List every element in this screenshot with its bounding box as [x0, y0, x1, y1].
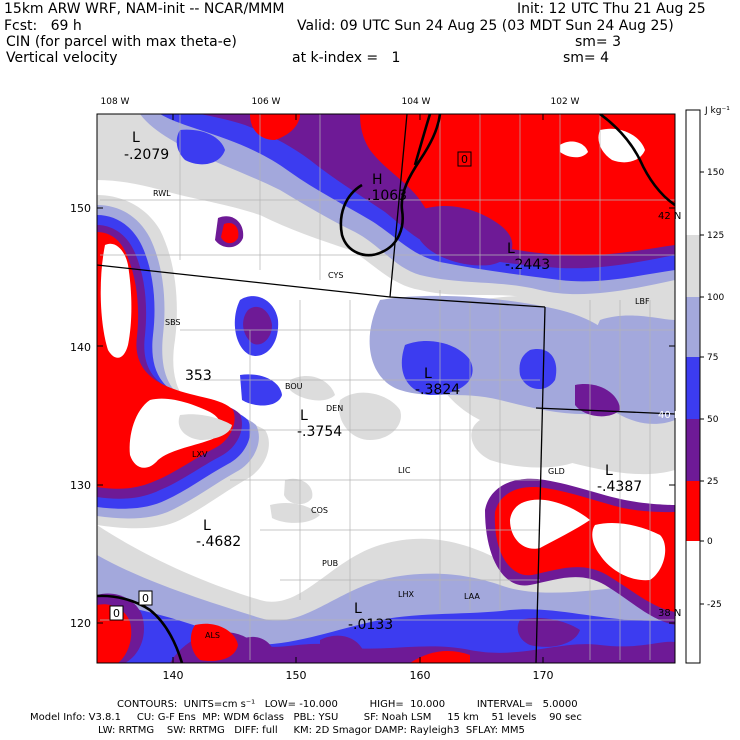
- low-value: -.4387: [597, 479, 642, 495]
- cin-shaded-field: [97, 114, 675, 663]
- y-ticks: [97, 114, 675, 663]
- station-label: DEN: [326, 404, 343, 413]
- low-marker: L: [354, 601, 362, 617]
- county-boundaries: [100, 114, 675, 660]
- contour-box-label: 0: [142, 592, 149, 605]
- lon-label: 102 W: [551, 97, 580, 107]
- station-label: RWL: [153, 189, 171, 198]
- state-boundaries: [97, 114, 675, 663]
- contour-box-label: 0: [113, 607, 120, 620]
- contour-info: CONTOURS: UNITS=cm s⁻¹ LOW= -10.000 HIGH…: [117, 699, 578, 710]
- colorbar-segment: [686, 235, 700, 297]
- colorbar-tick: 25: [707, 477, 718, 487]
- longitude-labels: 108 W 106 W 104 W 102 W: [101, 97, 580, 107]
- low-value: -.0133: [348, 617, 393, 633]
- lat-label: 42 N: [658, 211, 681, 222]
- colorbar-tick: 150: [707, 168, 724, 178]
- lat-label: 40 N: [658, 410, 681, 421]
- colorbar-tick: 100: [707, 293, 724, 303]
- station-label: COS: [311, 506, 328, 515]
- model-info: Model Info: V3.8.1 CU: G-F Ens MP: WDM 6…: [30, 712, 582, 723]
- low-value: -.3754: [297, 424, 342, 440]
- colorbar-tick: -25: [707, 600, 722, 610]
- x-tick-label: 150: [286, 669, 307, 682]
- colorbar-unit: J kg⁻¹: [704, 106, 730, 116]
- low-marker: L: [203, 518, 211, 534]
- colorbar-tick: 0: [707, 537, 713, 547]
- pressure-centers: L -.2079 H .1063 L -.2443 L -.3824 L -.3…: [124, 130, 642, 633]
- station-label: PUB: [322, 559, 338, 568]
- vertical-velocity-contours: [97, 114, 675, 663]
- station-label: LAA: [464, 592, 480, 601]
- low-marker: L: [507, 241, 515, 257]
- low-value: -.2443: [505, 257, 550, 273]
- high-marker: H: [372, 172, 383, 188]
- contour-labels: 0 0 0: [109, 151, 472, 621]
- x-tick-label: 170: [533, 669, 554, 682]
- station-label: LXV: [192, 450, 208, 459]
- low-value: -.2079: [124, 147, 169, 163]
- low-marker: L: [605, 463, 613, 479]
- colorbar-segment: [686, 481, 700, 541]
- y-tick-label: 150: [70, 202, 91, 215]
- smoothing-vvel: sm= 4: [563, 50, 610, 66]
- field-title-vvel: Vertical velocity: [6, 50, 118, 66]
- station-labels: RWL CYS SBS BOU DEN LXV LIC COS PUB LHX …: [153, 189, 650, 640]
- y-tick-label: 120: [70, 617, 91, 630]
- field-title-cin: CIN (for parcel with max theta-e): [6, 34, 237, 50]
- colorbar: J kg⁻¹ 150 125 100 75 50 25 0 -25: [685, 106, 730, 664]
- station-label: ALS: [205, 631, 220, 640]
- low-value: -.4682: [196, 534, 241, 550]
- station-label: CYS: [328, 271, 343, 280]
- x-tick-label: 160: [410, 669, 431, 682]
- colorbar-segment: [686, 357, 700, 419]
- low-marker: L: [132, 130, 140, 146]
- x-axis-labels: 140 150 160 170: [163, 669, 554, 682]
- station-label: SBS: [165, 318, 181, 327]
- lon-label: 104 W: [402, 97, 431, 107]
- smoothing-cin: sm= 3: [575, 34, 622, 50]
- colorbar-segment: [686, 419, 700, 481]
- model-title: 15km ARW WRF, NAM-init -- NCAR/MMM: [4, 1, 285, 17]
- colorbar-segment: [686, 541, 700, 663]
- k-index: at k-index = 1: [292, 50, 401, 66]
- lon-label: 106 W: [252, 97, 281, 107]
- x-tick-label: 140: [163, 669, 184, 682]
- station-label: BOU: [285, 382, 303, 391]
- partial-value: 353: [185, 368, 212, 384]
- colorbar-tick: 75: [707, 353, 718, 363]
- station-label: LHX: [398, 590, 414, 599]
- station-label: LIC: [398, 466, 411, 475]
- station-label: GLD: [548, 467, 565, 476]
- colorbar-segment: [686, 297, 700, 357]
- y-tick-label: 130: [70, 479, 91, 492]
- y-axis-labels: 150 140 130 120: [70, 202, 91, 630]
- colorbar-tick: 50: [707, 415, 719, 425]
- lon-label: 108 W: [101, 97, 130, 107]
- valid-time: Valid: 09 UTC Sun 24 Aug 25 (03 MDT Sun …: [297, 18, 674, 34]
- contour-box-label: 0: [461, 153, 468, 166]
- model-physics: LW: RRTMG SW: RRTMG DIFF: full KM: 2D Sm…: [98, 725, 525, 736]
- station-label: LBF: [635, 297, 650, 306]
- forecast-hour: Fcst: 69 h: [4, 18, 82, 34]
- y-tick-label: 140: [70, 341, 91, 354]
- low-marker: L: [424, 366, 432, 382]
- low-value: -.3824: [415, 382, 460, 398]
- plot-frame: [96, 113, 676, 664]
- colorbar-segment: [686, 110, 700, 235]
- latitude-labels: 42 N 40 N 38 N: [658, 211, 681, 619]
- lat-label: 38 N: [658, 608, 681, 619]
- low-marker: L: [300, 408, 308, 424]
- high-value: .1063: [367, 188, 407, 204]
- init-time: Init: 12 UTC Thu 21 Aug 25: [517, 1, 706, 17]
- colorbar-tick: 125: [707, 231, 724, 241]
